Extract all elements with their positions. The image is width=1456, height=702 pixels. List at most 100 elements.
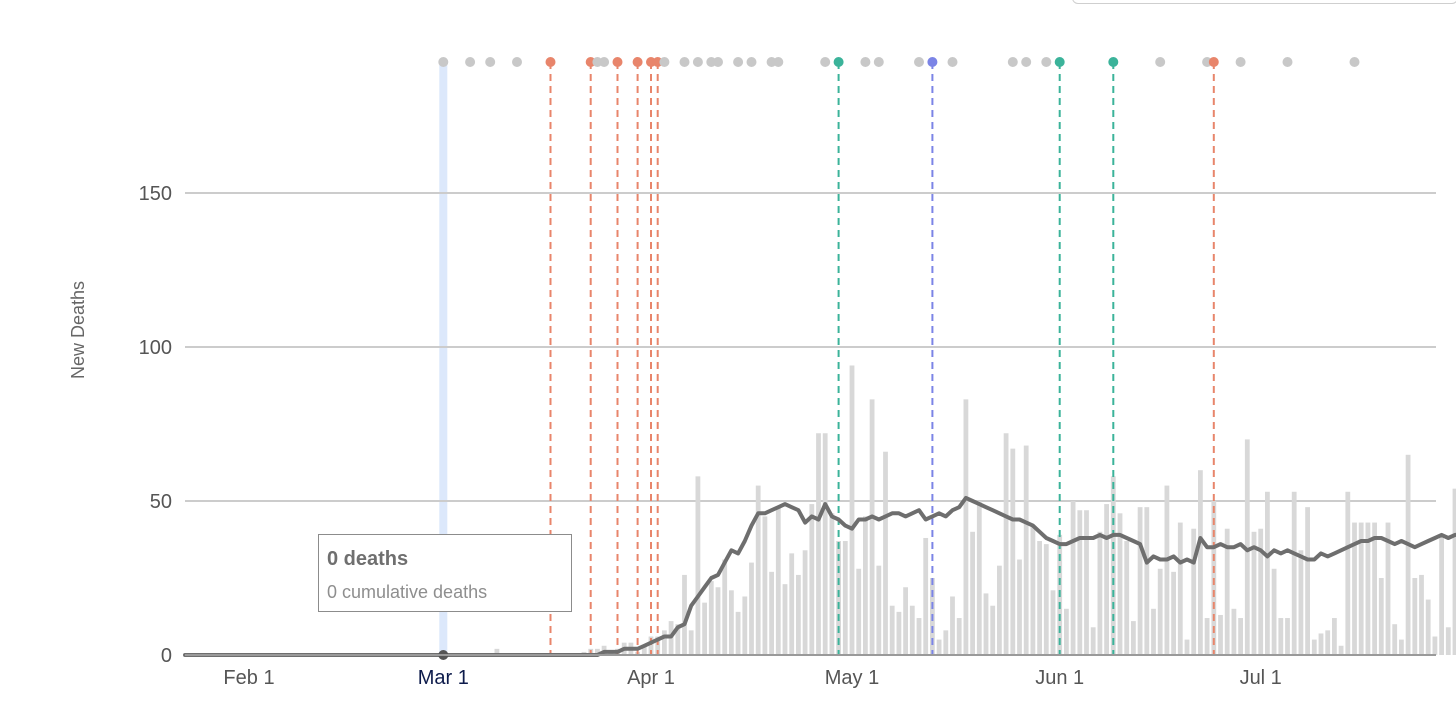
daily-bar (702, 603, 707, 655)
daily-bar (1171, 572, 1176, 655)
x-tick-label: May 1 (825, 667, 879, 689)
daily-bar (1439, 535, 1444, 655)
daily-bar (943, 630, 948, 655)
daily-bar (1412, 578, 1417, 655)
daily-bar (783, 584, 788, 655)
daily-bar (923, 538, 928, 655)
daily-bar (776, 507, 781, 655)
daily-bar (1191, 529, 1196, 655)
event-dot-gray (914, 57, 924, 67)
daily-bar (870, 399, 875, 655)
event-dot-gray (659, 57, 669, 67)
daily-bar (1419, 575, 1424, 655)
x-tick-label: Apr 1 (627, 667, 675, 689)
daily-bar (1392, 624, 1397, 655)
daily-bar (1017, 560, 1022, 655)
daily-bar (1158, 569, 1163, 655)
daily-bar (1051, 590, 1056, 655)
event-dot-gray (713, 57, 723, 67)
daily-bar (1218, 615, 1223, 655)
event-dot-gray (1021, 57, 1031, 67)
event-dot-red (613, 57, 623, 67)
daily-bar (1098, 532, 1103, 655)
daily-bar (816, 433, 821, 655)
event-dot-gray (860, 57, 870, 67)
daily-bar (856, 569, 861, 655)
daily-bar (1339, 646, 1344, 655)
daily-bar (662, 630, 667, 655)
event-dot-gray (1350, 57, 1360, 67)
daily-bar (1252, 532, 1257, 655)
event-markers (438, 57, 1359, 655)
daily-bar (1278, 618, 1283, 655)
daily-bar (910, 606, 915, 655)
daily-bar (1319, 633, 1324, 655)
daily-bar (729, 590, 734, 655)
daily-bar (1285, 618, 1290, 655)
daily-bar (1198, 470, 1203, 655)
daily-bar (1453, 489, 1456, 655)
daily-bar (689, 630, 694, 655)
event-dot-gray (1041, 57, 1051, 67)
event-dot-gray (680, 57, 690, 67)
daily-bar (1178, 523, 1183, 655)
daily-bar (1426, 600, 1431, 655)
daily-bar (1071, 501, 1076, 655)
daily-bar (736, 612, 741, 655)
daily-bar (863, 516, 868, 655)
daily-bar (1332, 618, 1337, 655)
daily-bar (897, 612, 902, 655)
daily-bar (1024, 446, 1029, 655)
daily-bar (850, 365, 855, 655)
daily-bar (876, 566, 881, 655)
daily-bar (749, 563, 754, 655)
daily-bar (984, 593, 989, 655)
daily-bar (1037, 541, 1042, 655)
daily-bar (1292, 492, 1297, 655)
event-dot-blue (927, 57, 937, 67)
daily-bar (803, 550, 808, 655)
y-axis-title: New Deaths (68, 281, 88, 379)
daily-bar (1165, 486, 1170, 655)
x-tick-label: Mar 1 (418, 667, 469, 689)
daily-bars (495, 122, 1456, 655)
daily-bar (1446, 627, 1451, 655)
daily-bar (917, 618, 922, 655)
event-dot-gray (747, 57, 757, 67)
event-dot-gray (1155, 57, 1165, 67)
event-dot-gray (693, 57, 703, 67)
daily-bar (990, 606, 995, 655)
daily-bar (1010, 449, 1015, 655)
daily-bar (796, 575, 801, 655)
event-dot-gray (733, 57, 743, 67)
daily-bar (1084, 510, 1089, 655)
tooltip-title: 0 deaths (327, 547, 563, 571)
daily-bar (763, 516, 768, 655)
tooltip-subtitle: 0 cumulative deaths (327, 581, 563, 603)
daily-bar (1031, 526, 1036, 655)
daily-bar (1272, 569, 1277, 655)
daily-bar (883, 452, 888, 655)
daily-bar (843, 541, 848, 655)
daily-bar (1044, 544, 1049, 655)
daily-bar (1124, 541, 1129, 655)
daily-bar (823, 433, 828, 655)
daily-bar (789, 553, 794, 655)
daily-bar (1104, 504, 1109, 655)
daily-bar (756, 486, 761, 655)
event-dot-red (546, 57, 556, 67)
daily-bar (830, 513, 835, 655)
x-tick-label: Jul 1 (1240, 667, 1282, 689)
event-dot-red (1209, 57, 1219, 67)
daily-bar (964, 399, 969, 655)
daily-bar (997, 566, 1002, 655)
daily-bar (937, 640, 942, 655)
hover-tooltip: 0 deaths 0 cumulative deaths (318, 534, 572, 612)
daily-bar (742, 596, 747, 655)
daily-bar (1077, 510, 1082, 655)
daily-bar (722, 560, 727, 655)
daily-bar (1265, 492, 1270, 655)
daily-bar (1151, 609, 1156, 655)
event-dot-green (834, 57, 844, 67)
